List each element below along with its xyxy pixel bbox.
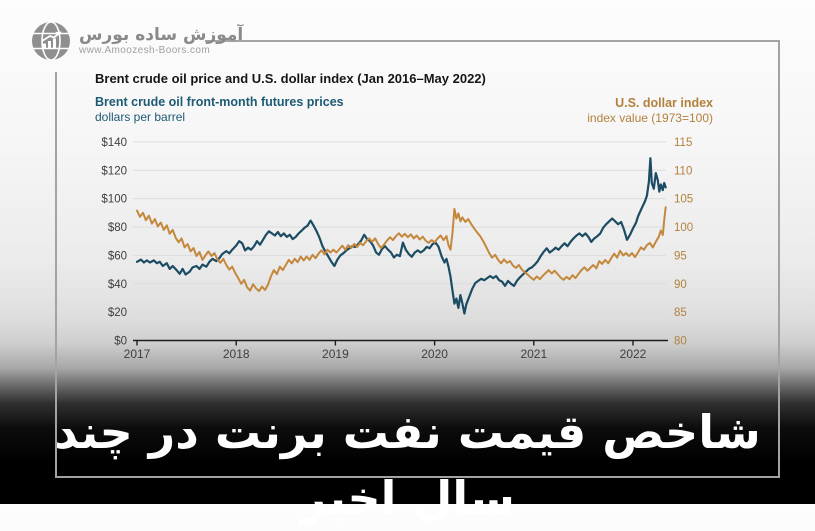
chart-bar <box>53 38 56 48</box>
caption-text: شاخص قیمت نفت برنت در چند سال اخیر <box>54 405 761 525</box>
dollar-index-series-line <box>136 206 667 293</box>
right-axis-label: 85 <box>674 307 687 319</box>
right-axis-label: 100 <box>674 222 693 234</box>
frame-top-border <box>205 40 780 42</box>
right-axis-units: index value (1973=100) <box>587 111 713 125</box>
frame-left-border <box>55 72 57 476</box>
right-axis-label: 90 <box>674 279 687 291</box>
left-axis-header: Brent crude oil front-month futures pric… <box>95 94 344 124</box>
right-axis-label: 115 <box>674 137 692 149</box>
x-axis-label: 2020 <box>421 347 448 361</box>
left-axis-label: $100 <box>101 194 127 206</box>
right-axis-label: 95 <box>674 250 687 262</box>
trend-arrow-head <box>55 31 62 36</box>
brand-url: www.Amoozesh-Boors.com <box>79 45 211 56</box>
x-axis-label: 2018 <box>223 347 250 361</box>
left-axis-units: dollars per barrel <box>95 110 186 124</box>
chart-bar <box>48 41 51 48</box>
left-axis-label: $140 <box>101 137 127 149</box>
right-axis-label: 110 <box>674 165 692 177</box>
right-axis-label: 105 <box>674 194 693 206</box>
right-axis-header: U.S. dollar index index value (1973=100) <box>587 95 713 125</box>
left-axis-label: $40 <box>108 279 127 291</box>
x-axis-label: 2021 <box>520 347 547 361</box>
left-axis-label: $20 <box>108 307 127 319</box>
left-axis-title: Brent crude oil front-month futures pric… <box>95 95 344 109</box>
x-axis-label: 2017 <box>124 347 151 361</box>
chart-bar <box>43 43 46 48</box>
trend-arrow-line <box>41 31 61 42</box>
x-axis-label: 2019 <box>322 347 349 361</box>
right-axis-title: U.S. dollar index <box>615 96 713 110</box>
frame-right-border <box>778 40 780 478</box>
brand-name: آموزش ساده بورس <box>79 25 244 45</box>
left-axis-label: $60 <box>108 250 127 262</box>
left-axis-label: $120 <box>101 165 127 177</box>
chart-title: Brent crude oil price and U.S. dollar in… <box>95 71 486 86</box>
right-axis-label: 80 <box>674 336 687 348</box>
left-axis-label: $0 <box>114 336 127 348</box>
site-logo: آموزش ساده بورس www.Amoozesh-Boors.com <box>30 20 243 62</box>
left-axis-label: $80 <box>108 222 127 234</box>
globe-chart-icon <box>32 21 70 61</box>
brent-price-series-line <box>135 157 667 315</box>
frame-bottom-border <box>55 476 780 478</box>
x-axis-label: 2022 <box>620 347 647 361</box>
